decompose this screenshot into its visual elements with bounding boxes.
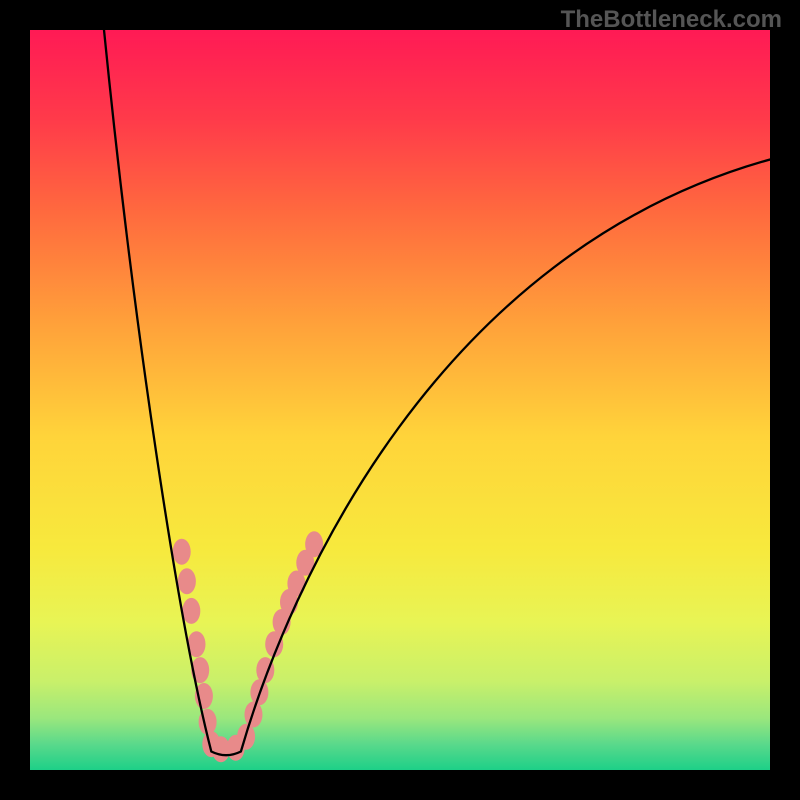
data-marker <box>173 539 191 565</box>
data-marker <box>178 568 196 594</box>
curve-layer <box>30 30 770 770</box>
chart-root: TheBottleneck.com <box>0 0 800 800</box>
data-marker <box>182 598 200 624</box>
watermark-text: TheBottleneck.com <box>561 6 782 34</box>
plot-area <box>30 30 770 770</box>
